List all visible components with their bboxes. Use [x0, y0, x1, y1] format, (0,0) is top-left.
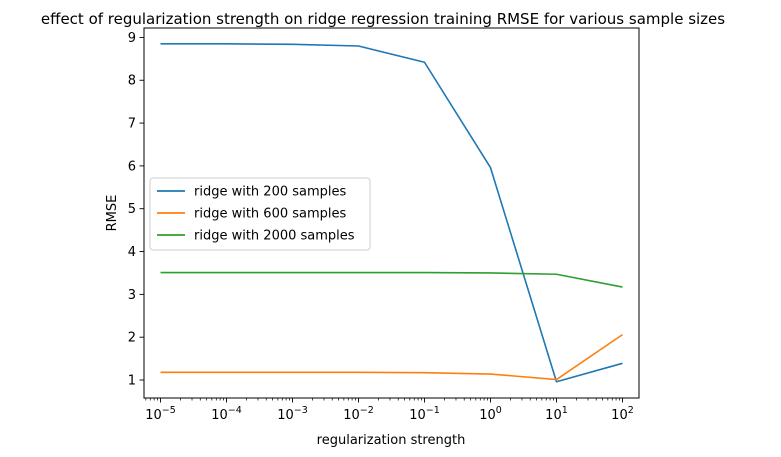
legend-box — [149, 177, 371, 251]
y-tick-label: 1 — [128, 374, 136, 389]
y-tick-label: 6 — [128, 159, 136, 174]
series-line-1 — [160, 43, 623, 383]
x-tick-label: 101 — [545, 405, 568, 423]
x-tick-label: 102 — [611, 405, 634, 423]
x-tick-label: 10−2 — [343, 405, 374, 423]
y-axis-label: RMSE — [105, 195, 120, 232]
x-tick-label: 10−1 — [409, 405, 440, 423]
x-axis: 10−5 10−4 10−3 10−2 10−1 100 101 102 — [145, 398, 634, 423]
x-axis-label: regularization strength — [317, 433, 466, 448]
legend: ridge with 200 samples ridge with 600 sam… — [149, 177, 371, 251]
x-tick-label: 10−3 — [277, 405, 308, 423]
x-tick-label: 10−4 — [211, 405, 242, 423]
chart-title: effect of regularization strength on rid… — [41, 10, 725, 28]
y-tick-label: 5 — [128, 202, 136, 217]
plot-frame — [143, 27, 640, 399]
plot-area — [160, 43, 623, 383]
x-tick-label: 10−5 — [145, 405, 176, 423]
series-line-3 — [160, 271, 623, 288]
y-tick-label: 8 — [128, 74, 136, 89]
y-tick-label: 7 — [128, 117, 136, 132]
legend-entry: ridge with 200 samples — [194, 185, 347, 200]
y-tick-label: 9 — [128, 31, 136, 46]
y-tick-label: 2 — [128, 331, 136, 346]
y-tick-label: 4 — [128, 245, 136, 260]
y-tick-label: 3 — [128, 288, 136, 303]
y-axis: 1 2 3 4 5 6 7 8 9 — [128, 31, 144, 389]
legend-entry: ridge with 2000 samples — [194, 229, 355, 244]
legend-entry: ridge with 600 samples — [194, 207, 347, 222]
series-line-2 — [160, 333, 623, 381]
x-tick-label: 100 — [479, 405, 502, 423]
